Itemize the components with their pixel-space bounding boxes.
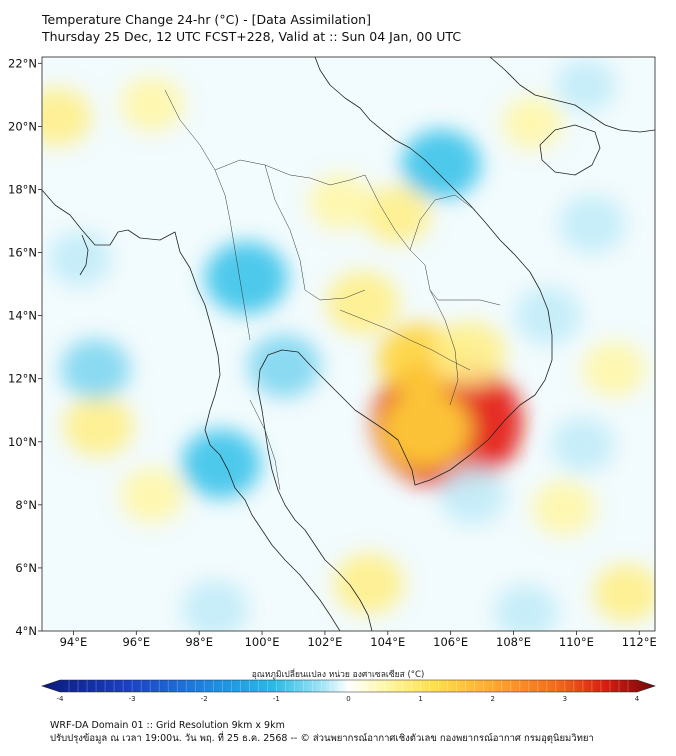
field-blob-12 — [532, 480, 596, 536]
lon-label: 102°E — [307, 635, 342, 649]
borders — [164, 89, 501, 491]
colorbar-segments — [68, 680, 629, 692]
colorbar-tick-label: 2 — [491, 695, 495, 703]
field-blob-23 — [558, 195, 626, 254]
colorbar-tick-label: -4 — [57, 695, 65, 703]
field-blob-17 — [247, 334, 321, 398]
lon-label: 106°E — [433, 635, 468, 649]
coastline-gulf — [257, 57, 553, 631]
lon-label: 104°E — [370, 635, 405, 649]
field-blob-4 — [326, 271, 400, 335]
field-blob-3 — [432, 321, 507, 386]
field-blob-10 — [120, 467, 184, 523]
field-blob-19 — [401, 129, 482, 199]
field-blob-6 — [308, 174, 373, 230]
colorbar-tick-label: 4 — [635, 695, 640, 703]
field-blob-28 — [555, 59, 616, 112]
lat-label: 14°N — [8, 309, 37, 323]
lat-label: 8°N — [15, 498, 37, 512]
colorbar-tick-label: -3 — [129, 695, 136, 703]
field-blob-13 — [593, 564, 655, 623]
map-background — [42, 57, 655, 631]
lon-label: 100°E — [245, 635, 280, 649]
colorbar-label: อุณหภูมิเปลี่ยนแปลง หน่วย องศาเซลเซียส (… — [251, 670, 425, 680]
footer-credit: ปรับปรุงข้อมูล ณ เวลา 19:00น. วัน พฤ. ที… — [50, 733, 594, 744]
field-blob-22 — [514, 286, 582, 345]
lon-label: 98°E — [185, 635, 213, 649]
chart-title: Temperature Change 24-hr (°C) - [Data As… — [42, 12, 371, 27]
field-blob-8 — [42, 87, 92, 146]
field-blob-9 — [63, 395, 134, 457]
field-blob-7 — [120, 76, 184, 132]
field-blob-21 — [47, 231, 112, 287]
colorbar: -4 -3 -2 -1 0 1 2 3 4 — [41, 679, 656, 703]
longitude-labels: 94°E 96°E 98°E 100°E 102°E 104°E 106°E 108°E 110… — [60, 631, 657, 649]
lat-label: 22°N — [8, 56, 37, 70]
field-blob-1 — [380, 390, 471, 468]
coastlines — [42, 57, 655, 631]
lat-label: 18°N — [8, 182, 37, 196]
island-hainan — [539, 124, 601, 176]
field-blob-26 — [181, 579, 249, 631]
field-blob-11 — [333, 553, 404, 615]
footer-model-info: WRF-DA Domain 01 :: Grid Resolution 9km … — [50, 720, 285, 731]
field-blob-20 — [60, 338, 131, 400]
field-blob-27 — [494, 584, 558, 631]
colorbar-tick-label: -2 — [201, 695, 208, 703]
lat-label: 10°N — [8, 435, 37, 449]
field-blob-18 — [181, 429, 261, 499]
lon-label: 108°E — [496, 635, 531, 649]
chart-subtitle: Thursday 25 Dec, 12 UTC FCST+228, Valid … — [42, 29, 462, 44]
lat-label: 4°N — [15, 624, 37, 638]
field-blob-24 — [550, 417, 615, 473]
field-blob-14 — [582, 341, 646, 397]
lon-label: 110°E — [559, 635, 594, 649]
temperature-field — [42, 59, 655, 631]
colorbar-tick-label: 1 — [418, 695, 422, 703]
lon-label: 112°E — [622, 635, 657, 649]
colorbar-tick-label: 3 — [563, 695, 567, 703]
lat-label: 12°N — [8, 372, 37, 386]
colorbar-tick-label: -1 — [273, 695, 280, 703]
lon-label: 94°E — [60, 635, 88, 649]
map-axes: 22°N 20°N 18°N 16°N 14°N 12°N 10°N 8°N 6°N 4°N 94… — [8, 56, 657, 649]
colorbar-tick-label: 0 — [346, 695, 350, 703]
lat-label: 20°N — [8, 119, 37, 133]
island-andaman — [79, 234, 89, 276]
field-blob-16 — [204, 241, 288, 314]
field-blob-15 — [502, 97, 563, 150]
field-blob-5 — [363, 185, 431, 244]
lat-label: 6°N — [15, 561, 37, 575]
latitude-labels: 22°N 20°N 18°N 16°N 14°N 12°N 10°N 8°N 6°N 4°N — [8, 56, 42, 638]
field-blob-25 — [439, 466, 507, 525]
map-frame — [41, 56, 656, 632]
lon-label: 96°E — [122, 635, 150, 649]
lat-label: 16°N — [8, 246, 37, 260]
coastline-south-china — [489, 57, 655, 133]
colorbar-ticks: -4 -3 -2 -1 0 1 2 3 4 — [57, 695, 640, 703]
colorbar-bar — [41, 679, 656, 693]
coastline-mainland-west — [42, 189, 341, 631]
